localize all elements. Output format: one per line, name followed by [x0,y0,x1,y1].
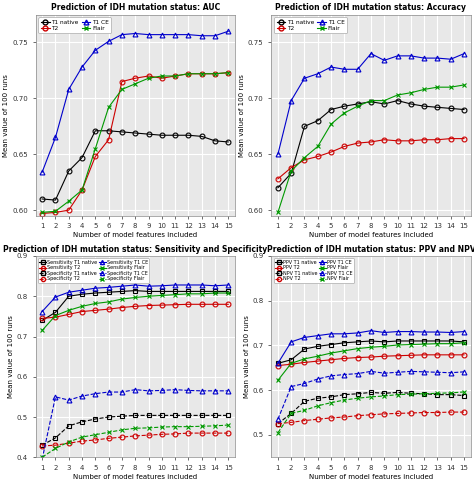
Title: Prediction of IDH mutation status: PPV and NPV: Prediction of IDH mutation status: PPV a… [266,245,474,254]
X-axis label: Number of model features included: Number of model features included [73,232,197,238]
Legend: PPV T1 native, PPV T2, NPV T1 native, NPV T2, PPV T1 CE, PPV Flair, NPV T1 CE, N: PPV T1 native, PPV T2, NPV T1 native, NP… [273,258,354,283]
X-axis label: Number of model features included: Number of model features included [73,474,197,480]
Y-axis label: Mean value of 100 runs: Mean value of 100 runs [8,315,14,398]
X-axis label: Number of model features included: Number of model features included [309,474,433,480]
Y-axis label: Mean value of 100 runs: Mean value of 100 runs [3,74,9,156]
Legend: T1 native, T2, T1 CE, Flair: T1 native, T2, T1 CE, Flair [274,17,347,33]
Title: Prediction of IDH mutation status: AUC: Prediction of IDH mutation status: AUC [51,3,220,13]
Y-axis label: Mean value of 100 runs: Mean value of 100 runs [244,315,250,398]
Legend: T1 native, T2, T1 CE, Flair: T1 native, T2, T1 CE, Flair [38,17,111,33]
X-axis label: Number of model features included: Number of model features included [309,232,433,238]
Y-axis label: Mean value of 100 runs: Mean value of 100 runs [239,74,245,156]
Title: Prediction of IDH mutation status: Accuracy: Prediction of IDH mutation status: Accur… [275,3,466,13]
Legend: Sensitivity T1 native, Sensitivity T2, Specificity T1 native, Specificity T2, Se: Sensitivity T1 native, Sensitivity T2, S… [38,258,149,283]
Title: Prediction of IDH mutation status: Sensitivity and Specificity: Prediction of IDH mutation status: Sensi… [3,245,267,254]
